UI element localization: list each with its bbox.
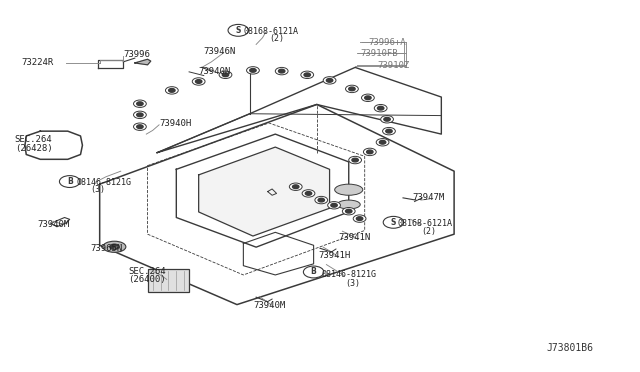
Polygon shape — [135, 59, 151, 65]
Circle shape — [381, 116, 394, 123]
Circle shape — [169, 89, 175, 92]
Text: SEC.264: SEC.264 — [129, 267, 166, 276]
Circle shape — [134, 100, 147, 108]
Text: 73910FB: 73910FB — [360, 49, 398, 58]
Circle shape — [383, 128, 396, 135]
Text: 73941N: 73941N — [338, 233, 370, 243]
Text: 73947M: 73947M — [413, 193, 445, 202]
Circle shape — [289, 183, 302, 190]
Text: 08168-6121A: 08168-6121A — [398, 219, 453, 228]
Text: (26428): (26428) — [15, 144, 52, 153]
Circle shape — [305, 192, 312, 195]
Circle shape — [386, 129, 392, 133]
Circle shape — [328, 202, 340, 209]
Circle shape — [349, 156, 362, 164]
Circle shape — [365, 96, 371, 100]
Circle shape — [228, 25, 248, 36]
Text: J73801B6: J73801B6 — [547, 343, 594, 353]
Circle shape — [331, 203, 337, 207]
Ellipse shape — [103, 241, 126, 252]
Circle shape — [378, 106, 384, 110]
Circle shape — [303, 266, 324, 278]
Text: 08168-6121A: 08168-6121A — [243, 26, 298, 36]
Text: S: S — [391, 218, 396, 227]
Circle shape — [302, 190, 315, 197]
Text: 73996: 73996 — [124, 50, 150, 59]
Circle shape — [222, 73, 228, 77]
Ellipse shape — [337, 200, 360, 209]
Circle shape — [60, 176, 80, 187]
Circle shape — [166, 87, 178, 94]
Circle shape — [134, 123, 147, 131]
Circle shape — [364, 148, 376, 155]
Circle shape — [346, 209, 352, 213]
Circle shape — [384, 118, 390, 121]
Circle shape — [278, 69, 285, 73]
FancyBboxPatch shape — [148, 269, 189, 292]
Text: S: S — [236, 26, 241, 35]
Circle shape — [323, 77, 336, 84]
Circle shape — [250, 68, 256, 72]
Circle shape — [137, 125, 143, 129]
Circle shape — [349, 87, 355, 91]
Text: 08146-8121G: 08146-8121G — [76, 178, 131, 187]
Circle shape — [356, 217, 363, 221]
Text: (26400): (26400) — [129, 275, 166, 284]
Text: 73941H: 73941H — [319, 251, 351, 260]
Ellipse shape — [335, 184, 363, 195]
Text: 73940M: 73940M — [253, 301, 285, 310]
Circle shape — [376, 138, 389, 146]
Circle shape — [110, 244, 119, 249]
Circle shape — [318, 198, 324, 202]
Circle shape — [352, 158, 358, 162]
Text: 73946N: 73946N — [204, 47, 236, 56]
Circle shape — [353, 215, 366, 222]
Text: 73996+A: 73996+A — [368, 38, 406, 47]
Text: 73940M: 73940M — [38, 221, 70, 230]
Circle shape — [315, 196, 328, 204]
Circle shape — [374, 105, 387, 112]
Text: (2): (2) — [421, 227, 436, 236]
Polygon shape — [198, 147, 330, 236]
Circle shape — [275, 67, 288, 75]
Text: 73224R: 73224R — [21, 58, 53, 67]
Text: B: B — [67, 177, 72, 186]
Text: 73940H: 73940H — [159, 119, 191, 128]
Text: 73910Z: 73910Z — [378, 61, 410, 70]
Circle shape — [301, 71, 314, 78]
Circle shape — [342, 208, 355, 215]
Text: (3): (3) — [90, 185, 105, 194]
Circle shape — [137, 102, 143, 106]
Circle shape — [380, 140, 386, 144]
Text: SEC.264: SEC.264 — [15, 135, 52, 144]
Text: (3): (3) — [346, 279, 360, 288]
Circle shape — [367, 150, 373, 154]
Circle shape — [326, 78, 333, 82]
Circle shape — [292, 185, 299, 189]
Text: 73940N: 73940N — [198, 67, 231, 76]
Circle shape — [383, 217, 404, 228]
Circle shape — [219, 71, 232, 78]
Circle shape — [362, 94, 374, 102]
Circle shape — [304, 73, 310, 77]
Circle shape — [246, 67, 259, 74]
Circle shape — [137, 113, 143, 117]
Text: B: B — [311, 267, 317, 276]
Circle shape — [346, 85, 358, 93]
Text: (2): (2) — [269, 34, 284, 43]
Text: 08146-8121G: 08146-8121G — [321, 270, 376, 279]
Circle shape — [195, 80, 202, 83]
Text: 73965N: 73965N — [90, 244, 122, 253]
Circle shape — [192, 78, 205, 85]
Circle shape — [134, 111, 147, 119]
